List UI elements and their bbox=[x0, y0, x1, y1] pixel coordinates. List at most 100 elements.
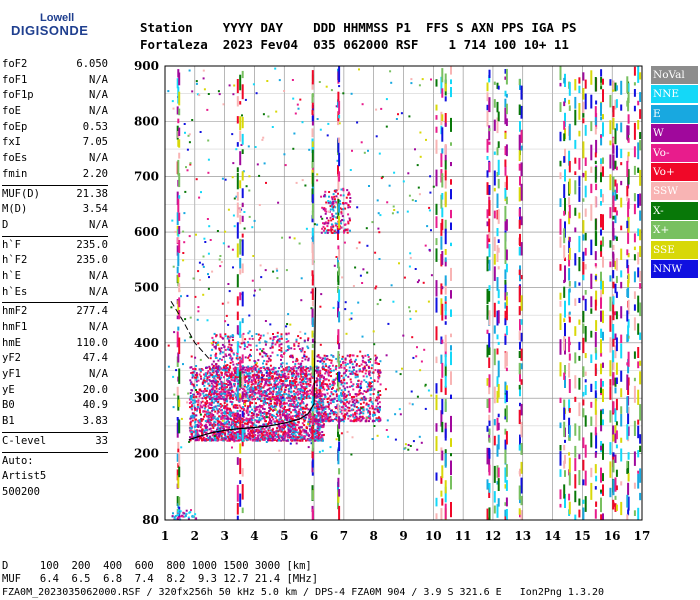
echo-point bbox=[249, 401, 252, 404]
echo-point bbox=[227, 283, 230, 285]
echo-point bbox=[190, 355, 193, 358]
echo-point bbox=[325, 85, 328, 88]
echo-point bbox=[202, 410, 205, 413]
echo-point bbox=[316, 118, 319, 120]
echo-point bbox=[209, 398, 212, 401]
echo-point bbox=[231, 430, 234, 433]
echo-point bbox=[281, 365, 283, 368]
echo-point bbox=[285, 384, 288, 387]
echo-point bbox=[339, 401, 342, 404]
echo-point bbox=[276, 269, 279, 272]
param-separator bbox=[2, 301, 108, 305]
echo-point bbox=[305, 375, 307, 378]
echo-point bbox=[285, 415, 288, 418]
echo-point bbox=[252, 431, 255, 434]
echo-point bbox=[254, 382, 257, 385]
echo-point bbox=[222, 386, 225, 389]
interference-streak bbox=[311, 115, 314, 122]
echo-point bbox=[259, 385, 262, 388]
echo-point bbox=[229, 397, 232, 400]
echo-point bbox=[220, 409, 222, 412]
echo-point bbox=[243, 390, 246, 393]
echo-point bbox=[306, 380, 309, 383]
echo-point bbox=[286, 413, 289, 416]
echo-point bbox=[374, 413, 377, 416]
echo-point bbox=[372, 393, 375, 395]
echo-point bbox=[282, 369, 285, 372]
echo-point bbox=[218, 408, 221, 410]
echo-point bbox=[220, 416, 223, 419]
echo-point bbox=[220, 347, 223, 350]
echo-point bbox=[287, 436, 289, 439]
echo-point bbox=[370, 385, 373, 388]
echo-point bbox=[225, 379, 228, 382]
param-separator bbox=[2, 431, 108, 435]
interference-streak bbox=[241, 410, 244, 417]
echo-point bbox=[285, 349, 288, 352]
echo-point bbox=[224, 386, 227, 389]
echo-point bbox=[319, 128, 322, 131]
echo-point bbox=[254, 434, 257, 436]
interference-streak bbox=[311, 270, 314, 277]
echo-point bbox=[270, 429, 273, 432]
echo-point bbox=[342, 376, 345, 379]
echo-point bbox=[267, 377, 270, 379]
echo-point bbox=[299, 402, 302, 405]
echo-point bbox=[343, 223, 346, 226]
echo-point bbox=[335, 438, 338, 441]
param-value: 3.54 bbox=[82, 203, 108, 216]
echo-point bbox=[271, 429, 274, 432]
echo-point bbox=[349, 419, 352, 422]
echo-point bbox=[215, 390, 218, 393]
echo-point bbox=[222, 388, 225, 391]
echo-point bbox=[225, 414, 228, 417]
echo-point bbox=[275, 379, 278, 382]
echo-point bbox=[206, 387, 209, 390]
interference-streak bbox=[176, 266, 179, 274]
echo-point bbox=[299, 426, 302, 429]
echo-point bbox=[247, 332, 250, 335]
echo-point bbox=[307, 438, 310, 441]
echo-point bbox=[300, 371, 303, 374]
echo-point bbox=[247, 397, 250, 400]
echo-point bbox=[338, 408, 341, 411]
echo-point bbox=[256, 371, 259, 374]
echo-point bbox=[315, 391, 318, 394]
echo-point bbox=[345, 382, 348, 385]
echo-point bbox=[235, 195, 238, 198]
echo-point bbox=[238, 417, 241, 420]
echo-point bbox=[235, 417, 238, 420]
echo-point bbox=[232, 214, 235, 217]
echo-point bbox=[216, 369, 219, 371]
echo-point bbox=[241, 421, 244, 424]
echo-point bbox=[336, 159, 339, 162]
echo-point bbox=[245, 386, 248, 389]
echo-point bbox=[236, 355, 239, 357]
echo-point bbox=[280, 350, 283, 353]
echo-point bbox=[328, 419, 330, 422]
echo-point bbox=[385, 125, 388, 128]
echo-point bbox=[332, 378, 335, 381]
echo-point bbox=[272, 438, 274, 441]
echo-point bbox=[348, 400, 351, 403]
echo-point bbox=[321, 382, 323, 385]
echo-point bbox=[253, 379, 255, 382]
echo-point bbox=[270, 405, 273, 408]
separator-line bbox=[2, 235, 108, 237]
param-label: B0 bbox=[2, 399, 15, 412]
echo-point bbox=[335, 231, 338, 234]
echo-point bbox=[358, 241, 361, 244]
echo-point bbox=[227, 323, 230, 326]
echo-point bbox=[331, 412, 334, 415]
echo-point bbox=[286, 370, 289, 373]
echo-point bbox=[225, 406, 228, 409]
echo-point bbox=[263, 390, 266, 392]
echo-point bbox=[261, 405, 264, 408]
interference-streak bbox=[239, 214, 242, 225]
echo-point bbox=[314, 431, 316, 434]
echo-point bbox=[321, 438, 324, 441]
echo-point bbox=[191, 395, 193, 398]
echo-point bbox=[301, 367, 304, 370]
echo-point bbox=[276, 391, 279, 394]
echo-point bbox=[206, 400, 208, 403]
